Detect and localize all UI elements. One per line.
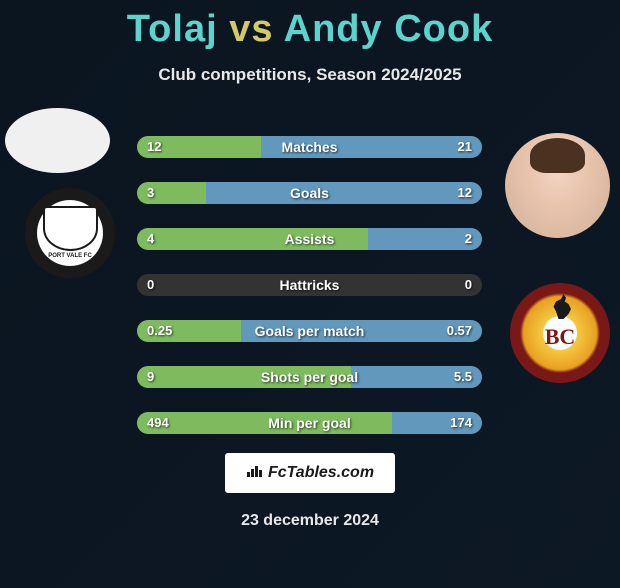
- comparison-title: Tolaj vs Andy Cook: [0, 8, 620, 51]
- stat-row: Hattricks0 0: [137, 274, 482, 296]
- footer-date: 23 december 2024: [0, 512, 620, 530]
- stat-label: Shots per goal: [137, 366, 482, 388]
- stat-value-left: 0.25: [147, 320, 172, 342]
- stat-value-left: 12: [147, 136, 161, 158]
- stats-container: Matches1221Goals312Assists42Hattricks00G…: [137, 136, 482, 458]
- player1-club-name: PORT VALE FC: [28, 253, 112, 259]
- stat-label: Min per goal: [137, 412, 482, 434]
- stat-label: Assists: [137, 228, 482, 250]
- stat-value-left: 0: [147, 274, 154, 296]
- footer-logo-text: FcTables.com: [268, 464, 374, 482]
- stat-row: Matches12 21: [137, 136, 482, 158]
- stat-value-right: 0: [465, 274, 472, 296]
- stat-label: Hattricks: [137, 274, 482, 296]
- stat-value-left: 9: [147, 366, 154, 388]
- stat-value-right: 21: [458, 136, 472, 158]
- stat-row: Shots per goal9 5.5: [137, 366, 482, 388]
- stat-value-left: 4: [147, 228, 154, 250]
- stat-value-right: 0.57: [447, 320, 472, 342]
- vs-text: vs: [229, 8, 273, 50]
- stat-value-left: 3: [147, 182, 154, 204]
- player2-name: Andy Cook: [284, 8, 494, 50]
- stat-value-left: 494: [147, 412, 169, 434]
- stat-row: Assists4 2: [137, 228, 482, 250]
- stat-row: Goals per match0.25 0.57: [137, 320, 482, 342]
- subtitle: Club competitions, Season 2024/2025: [0, 65, 620, 85]
- footer-logo: FcTables.com: [225, 453, 395, 493]
- badge-shield-icon: [43, 206, 98, 251]
- stat-value-right: 12: [458, 182, 472, 204]
- player1-avatar: [5, 108, 110, 173]
- stat-row: Min per goal494 174: [137, 412, 482, 434]
- player1-name: Tolaj: [127, 8, 218, 50]
- player2-club-badge: BC: [510, 283, 610, 383]
- stat-value-right: 2: [465, 228, 472, 250]
- chart-icon: [246, 464, 264, 483]
- stat-row: Goals3 12: [137, 182, 482, 204]
- stat-label: Goals per match: [137, 320, 482, 342]
- player1-club-badge: PORT VALE FC: [25, 188, 115, 278]
- stat-value-right: 174: [450, 412, 472, 434]
- player2-avatar: [505, 133, 610, 238]
- stat-label: Matches: [137, 136, 482, 158]
- rooster-icon: [551, 294, 576, 319]
- stat-value-right: 5.5: [454, 366, 472, 388]
- player2-club-initials: BC: [513, 324, 607, 350]
- stat-label: Goals: [137, 182, 482, 204]
